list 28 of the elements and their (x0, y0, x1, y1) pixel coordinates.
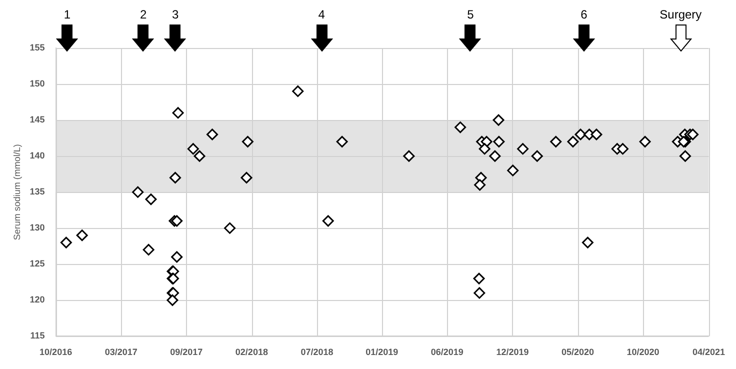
y-tick-label: 140 (30, 150, 45, 161)
text: Surgery (660, 7, 702, 22)
x-tick-label: 10/2020 (626, 347, 660, 358)
x-tick-label: 04/2021 (692, 347, 726, 358)
y-tick-label: 130 (30, 222, 45, 233)
x-tick-label: 05/2020 (561, 347, 594, 358)
text: 5 (467, 7, 474, 22)
y-tick-label: 150 (30, 78, 45, 89)
y-tick-label: 155 (30, 42, 45, 52)
x-tick-label: 03/2017 (104, 347, 138, 358)
y-tick-label: 135 (30, 186, 45, 197)
x-tick-label: 02/2018 (235, 347, 268, 358)
y-tick-label: 145 (30, 114, 45, 125)
text: 3 (172, 7, 179, 22)
x-tick-label: 12/2019 (496, 347, 529, 358)
x-tick-label: 07/2018 (300, 347, 334, 358)
text: 1 (64, 7, 71, 22)
text: 2 (140, 7, 147, 22)
y-tick-label: 115 (30, 330, 45, 341)
y-tick-label: 125 (30, 258, 45, 269)
x-tick-label: 01/2019 (366, 347, 398, 358)
x-tick-label: 10/2016 (40, 347, 72, 358)
y-axis-title: Serum sodium (mmol/L) (12, 144, 22, 240)
x-tick-label: 06/2019 (430, 347, 464, 358)
text: 6 (580, 7, 588, 22)
text: 4 (318, 7, 326, 22)
y-tick-label: 120 (30, 294, 45, 305)
x-tick-label: 09/2017 (170, 347, 203, 358)
